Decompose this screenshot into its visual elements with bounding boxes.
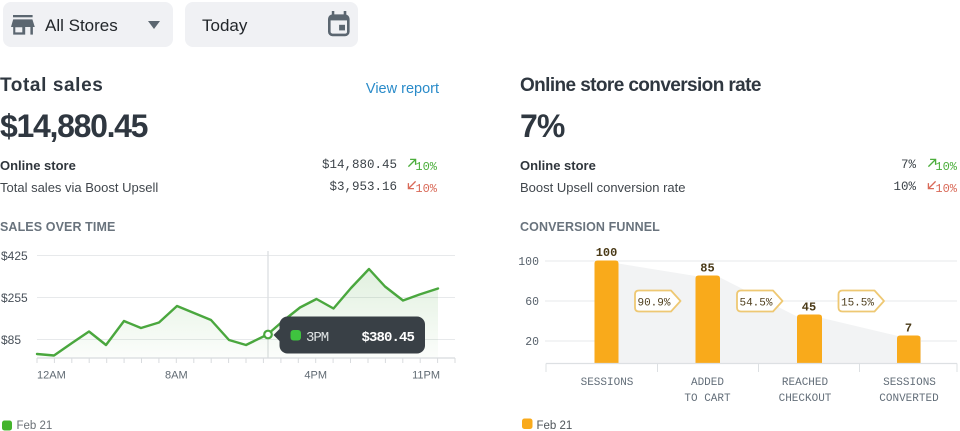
svg-text:TO CART: TO CART xyxy=(684,393,731,405)
svg-text:ADDED: ADDED xyxy=(691,377,724,389)
svg-text:54.5%: 54.5% xyxy=(739,298,772,310)
svg-text:CONVERTED: CONVERTED xyxy=(879,393,939,405)
svg-text:CHECKOUT: CHECKOUT xyxy=(779,393,832,405)
svg-text:60: 60 xyxy=(525,296,539,309)
svg-text:SESSIONS: SESSIONS xyxy=(581,377,634,389)
svg-text:8AM: 8AM xyxy=(165,370,188,382)
svg-text:3PM: 3PM xyxy=(306,330,329,346)
svg-text:15.5%: 15.5% xyxy=(841,298,874,310)
svg-text:REACHED: REACHED xyxy=(782,377,829,389)
svg-text:11PM: 11PM xyxy=(412,370,440,382)
svg-text:100: 100 xyxy=(596,246,618,260)
svg-text:7: 7 xyxy=(905,322,912,336)
svg-text:20: 20 xyxy=(525,336,539,349)
svg-text:$380.45: $380.45 xyxy=(361,330,414,346)
svg-text:Feb 21: Feb 21 xyxy=(537,420,573,431)
svg-text:100: 100 xyxy=(518,256,539,269)
svg-text:45: 45 xyxy=(802,301,816,315)
svg-text:90.9%: 90.9% xyxy=(637,298,670,310)
svg-text:$255: $255 xyxy=(1,291,28,305)
svg-text:$425: $425 xyxy=(1,249,28,263)
svg-text:12AM: 12AM xyxy=(37,370,66,382)
svg-text:85: 85 xyxy=(700,262,714,276)
svg-text:$85: $85 xyxy=(1,333,21,347)
svg-text:Feb 21: Feb 21 xyxy=(17,420,53,431)
svg-text:4PM: 4PM xyxy=(304,370,327,382)
svg-text:SESSIONS: SESSIONS xyxy=(883,377,936,389)
